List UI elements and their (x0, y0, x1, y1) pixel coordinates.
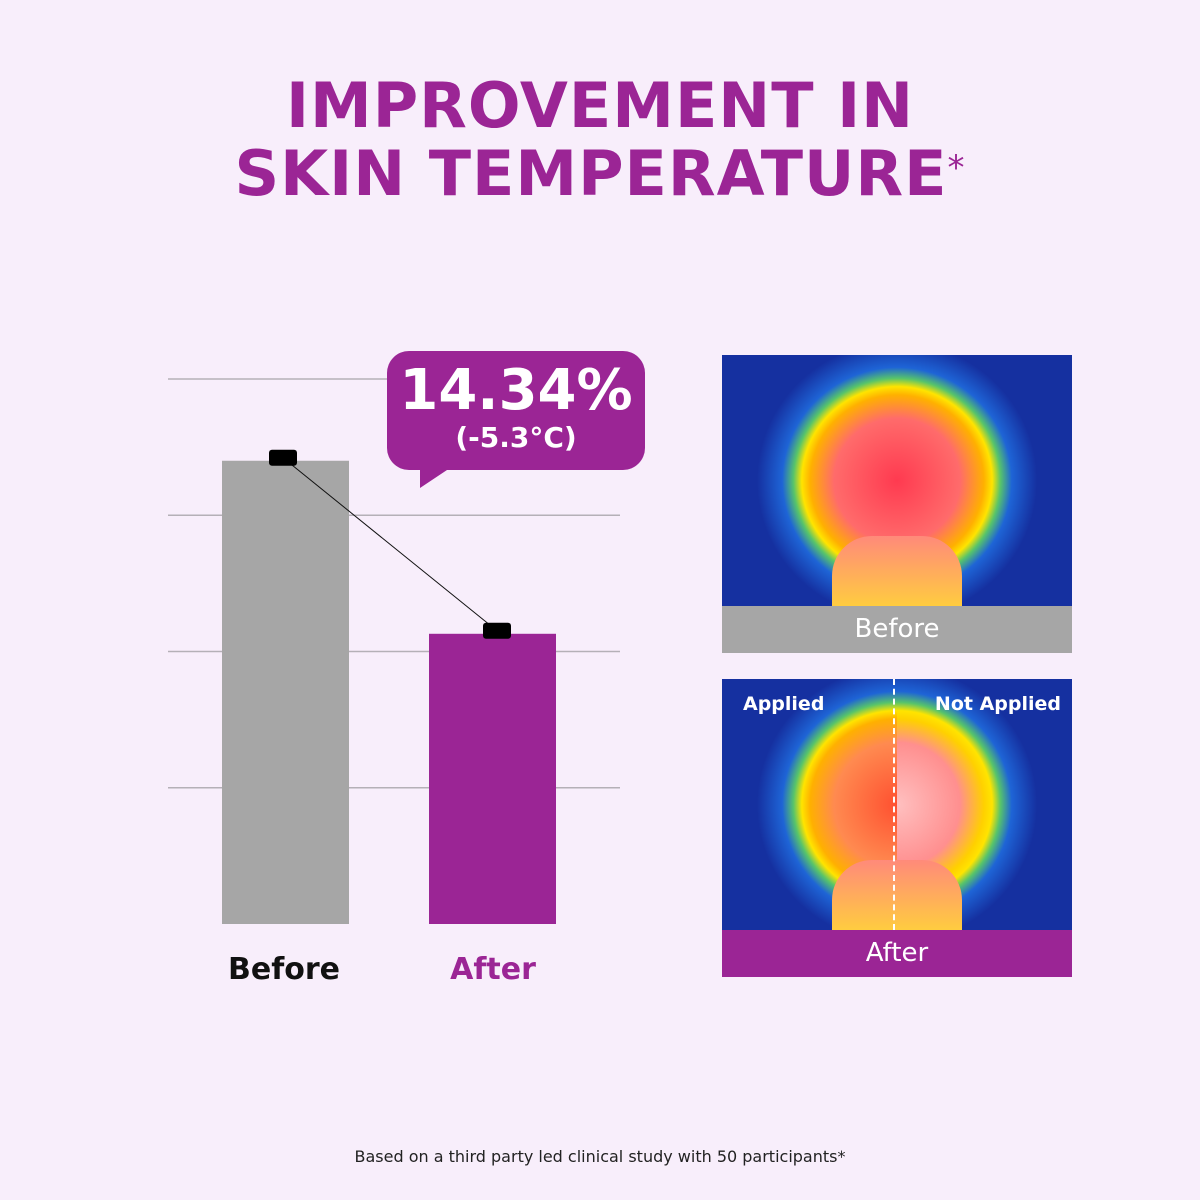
change-callout: 14.34% (-5.3°C) (387, 351, 645, 488)
trend-line (282, 457, 498, 632)
temperature-change: (-5.3°C) (455, 421, 577, 454)
title-line-1: IMPROVEMENT IN (285, 69, 915, 142)
x-label-after: After (450, 952, 536, 987)
bar-before (222, 460, 349, 924)
asterisk: * (947, 148, 966, 188)
x-label-before: Before (227, 952, 341, 987)
after-caption: After (722, 930, 1072, 977)
thermal-image-before (722, 355, 1072, 606)
applied-label: Applied (743, 693, 825, 715)
footnote: Based on a third party led clinical stud… (354, 1147, 846, 1166)
data-marker-before (269, 449, 297, 466)
percent-change: 14.34% (399, 358, 633, 423)
data-marker-after (483, 622, 511, 639)
divider-line (893, 679, 895, 930)
title-line-2: SKIN TEMPERATURE* (0, 140, 1200, 208)
thermal-image-after: Applied Not Applied (722, 679, 1072, 930)
bar-after (429, 633, 556, 924)
page-title: IMPROVEMENT IN SKIN TEMPERATURE* (0, 72, 1200, 208)
not-applied-label: Not Applied (934, 693, 1061, 715)
title-line-2-text: SKIN TEMPERATURE (234, 137, 948, 210)
before-caption: Before (722, 606, 1072, 653)
